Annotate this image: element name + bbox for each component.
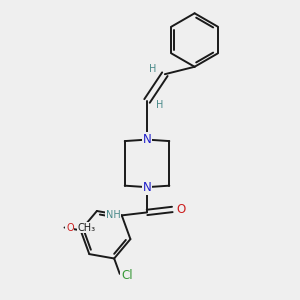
Text: N: N (143, 181, 152, 194)
Text: N: N (143, 133, 152, 146)
Text: H: H (149, 64, 156, 74)
Text: Cl: Cl (121, 269, 133, 282)
Text: O: O (176, 203, 185, 216)
Text: NH: NH (106, 210, 120, 220)
Text: O: O (66, 223, 74, 232)
Text: CH₃: CH₃ (78, 223, 96, 232)
Text: H: H (156, 100, 163, 110)
